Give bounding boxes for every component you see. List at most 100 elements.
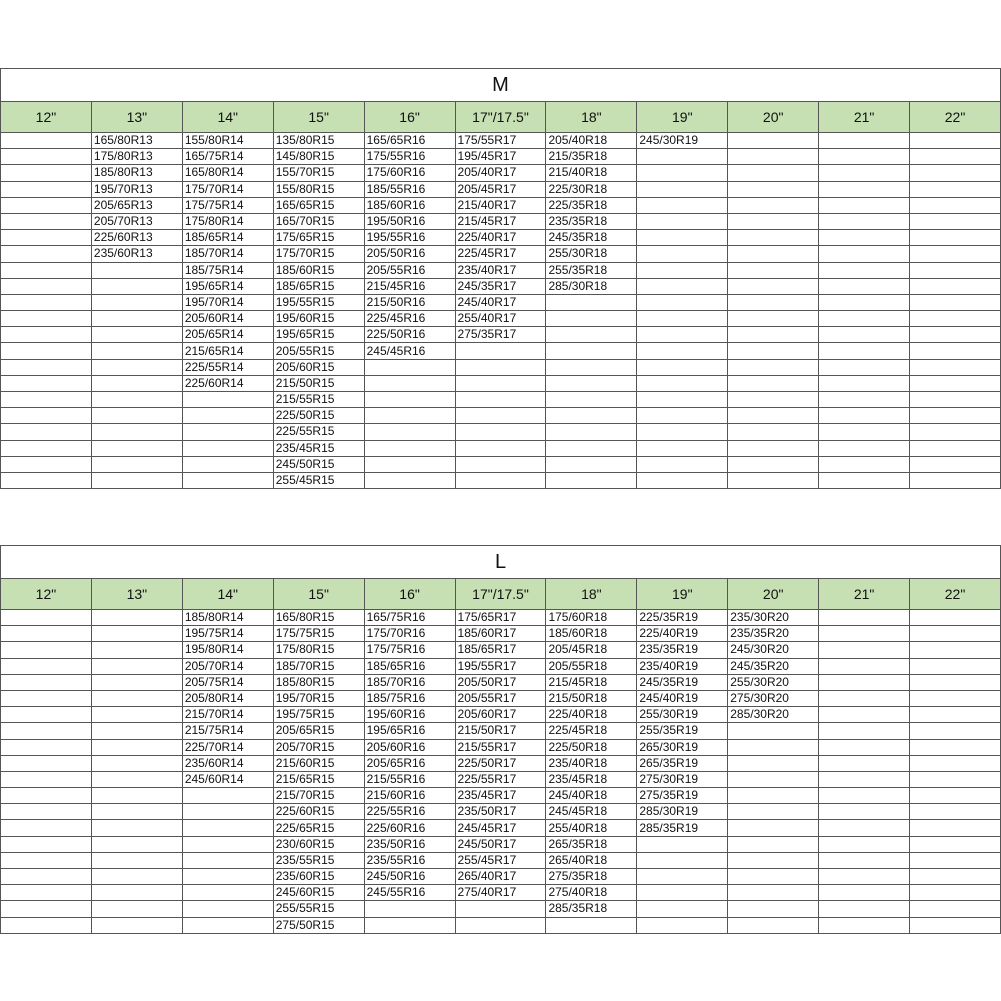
column-header: 13" [90,101,183,133]
tire-size-cell [818,722,911,740]
tire-size-cell: 225/55R16 [363,803,456,821]
tire-size-cell [909,423,1001,441]
tire-size-cell [818,196,911,214]
tire-size-cell [818,342,911,360]
tire-size-cell [0,851,92,870]
tire-size-cell: 225/50R15 [272,407,365,425]
column-header: 18" [545,578,638,610]
tire-size-cell [909,625,1001,643]
tire-size-cell [90,738,183,756]
table-row: 215/55R15 [0,390,1001,409]
column-header: 20" [727,578,820,610]
tire-size-cell: 245/45R16 [363,342,456,360]
tire-size-cell: 215/65R14 [181,342,274,360]
header-row: 12" 13" 14" 15" 16" 17"/17.5" 18" 19" 20" 21" 22" [0,101,1001,133]
table-row: 185/80R13 165/80R14 155/70R15 175/60R16 205/… [0,164,1001,182]
tire-size-cell [909,164,1001,182]
tire-size-cell: 235/40R17 [454,261,547,279]
tire-size-cell [454,374,547,393]
table-row: 225/70R14 205/70R15 205/60R16 215/55R17 225/… [0,738,1001,756]
tire-size-cell: 175/80R14 [181,212,274,231]
tire-size-cell [90,835,183,853]
tire-size-cell: 205/60R17 [454,706,547,724]
tire-size-cell [818,148,911,166]
tire-size-cell: 235/50R16 [363,835,456,853]
tire-size-cell [727,164,820,182]
tire-size-cell [909,342,1001,360]
tire-size-cell [90,722,183,740]
table-row: 215/75R14 205/65R15 195/65R16 215/50R17 225/… [0,722,1001,740]
tire-size-cell: 185/60R18 [545,625,638,643]
tire-size-cell [909,358,1001,376]
tire-size-cell: 185/80R13 [90,164,183,182]
tire-size-cell [363,439,456,457]
tire-size-cell [363,374,456,393]
tire-size-cell [909,835,1001,853]
tire-size-cell: 155/70R15 [272,164,365,182]
tire-size-cell: 195/55R15 [272,293,365,312]
tire-size-cell: 285/35R18 [545,900,638,918]
tire-size-cell: 205/80R14 [181,689,274,708]
tire-size-cell: 215/55R16 [363,770,456,789]
table-title: M [0,68,1001,102]
tire-size-cell: 235/55R15 [272,851,365,870]
tire-size-cell [818,754,911,772]
tire-size-cell: 230/60R15 [272,835,365,853]
tire-size-cell [181,471,274,490]
column-header: 19" [636,101,729,133]
tire-size-cell [0,657,92,675]
tire-size-cell [0,916,92,934]
tire-size-cell [818,180,911,198]
tire-size-cell: 135/80R15 [272,131,365,150]
table-row: 215/65R14 205/55R15 245/45R16 [0,342,1001,360]
tire-size-cell [636,835,729,853]
tire-size-cell: 285/35R19 [636,819,729,837]
tire-size-cell [909,131,1001,150]
tire-size-cell: 235/55R16 [363,851,456,870]
tire-size-cell [90,390,183,409]
column-header: 15" [272,101,365,133]
table-body: 185/80R14 165/80R15 165/75R16 175/65R17 175/… [0,608,1001,934]
tire-size-cell [0,358,92,376]
tire-size-cell [0,608,92,627]
tire-size-cell [363,407,456,425]
tire-size-cell [181,455,274,473]
tire-size-cell [909,689,1001,708]
tire-size-cell: 235/35R20 [727,625,820,643]
tire-size-cell [181,390,274,409]
tire-size-cell [727,439,820,457]
tire-size-cell [545,916,638,934]
tire-size-cell [909,245,1001,263]
tire-size-cell: 255/30R19 [636,706,729,724]
tire-size-cell [727,229,820,247]
tire-size-cell [90,439,183,457]
tire-size-cell: 235/40R19 [636,657,729,675]
tire-size-cell [454,407,547,425]
tire-size-cell: 195/55R17 [454,657,547,675]
table-row: 205/75R14 185/80R15 185/70R16 205/50R17 215/… [0,673,1001,691]
tire-size-cell: 205/65R13 [90,196,183,214]
tire-size-cell [181,439,274,457]
tire-size-cell [0,164,92,182]
table-title: L [0,545,1001,579]
tire-size-cell [181,867,274,886]
tire-size-cell: 225/50R18 [545,738,638,756]
tire-size-cell [636,916,729,934]
tire-size-cell [0,407,92,425]
tire-size-cell [636,229,729,247]
tire-size-cell [818,916,911,934]
tire-size-cell: 165/80R13 [90,131,183,150]
tire-size-cell: 285/30R18 [545,277,638,295]
column-header: 16" [363,101,456,133]
tire-size-cell: 195/45R17 [454,148,547,166]
tire-size-cell: 185/70R14 [181,245,274,263]
tire-size-cell: 235/45R15 [272,439,365,457]
tire-size-cell [0,867,92,886]
table-row: 225/55R14 205/60R15 [0,358,1001,376]
tire-size-cell [818,819,911,837]
tire-size-cell: 205/40R18 [545,131,638,150]
tire-size-cell [545,390,638,409]
tire-size-cell [0,229,92,247]
tire-size-cell [90,455,183,473]
tire-size-cell [909,851,1001,870]
